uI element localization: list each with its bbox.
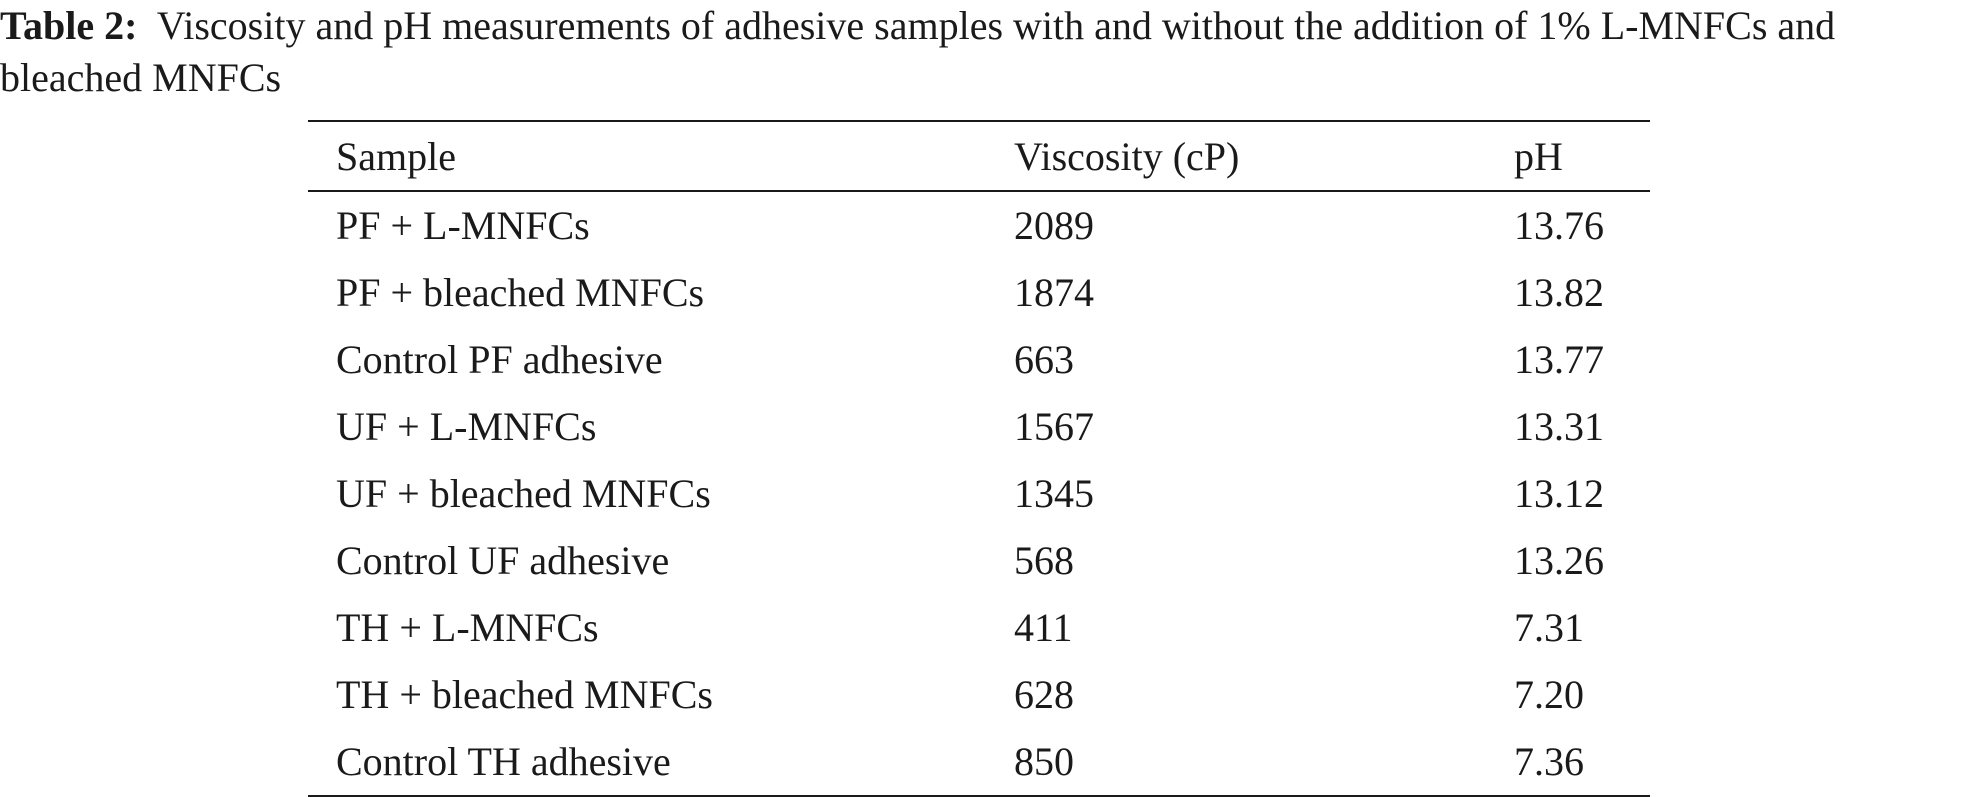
cell-sample: TH + bleached MNFCs xyxy=(336,672,713,717)
cell-sample: PF + bleached MNFCs xyxy=(336,270,705,315)
data-table: Sample Viscosity (cP) pH PF + L-MNFCs 20… xyxy=(308,120,1650,797)
table-row: TH + L-MNFCs 411 7.31 xyxy=(308,594,1650,661)
cell-viscosity: 568 xyxy=(1014,538,1074,583)
cell-ph: 13.12 xyxy=(1514,471,1604,516)
header-row: Sample Viscosity (cP) pH xyxy=(308,121,1650,191)
table-header: Sample Viscosity (cP) pH xyxy=(308,121,1650,191)
cell-viscosity: 628 xyxy=(1014,672,1074,717)
cell-viscosity: 1345 xyxy=(1014,471,1094,516)
cell-sample: Control PF adhesive xyxy=(336,337,663,382)
cell-viscosity: 1567 xyxy=(1014,404,1094,449)
cell-sample: Control TH adhesive xyxy=(336,739,671,784)
table-row: UF + bleached MNFCs 1345 13.12 xyxy=(308,460,1650,527)
table-row: UF + L-MNFCs 1567 13.31 xyxy=(308,393,1650,460)
cell-viscosity: 850 xyxy=(1014,739,1074,784)
cell-sample: PF + L-MNFCs xyxy=(336,203,590,248)
cell-sample: TH + L-MNFCs xyxy=(336,605,599,650)
cell-sample: Control UF adhesive xyxy=(336,538,670,583)
cell-viscosity: 411 xyxy=(1014,605,1073,650)
table-row: Control UF adhesive 568 13.26 xyxy=(308,527,1650,594)
cell-viscosity: 663 xyxy=(1014,337,1074,382)
cell-ph: 13.26 xyxy=(1514,538,1604,583)
table-row: Control TH adhesive 850 7.36 xyxy=(308,728,1650,796)
cell-ph: 13.77 xyxy=(1514,337,1604,382)
cell-ph: 13.82 xyxy=(1514,270,1604,315)
header-sample: Sample xyxy=(336,133,456,179)
caption-label: Table 2: xyxy=(0,3,138,48)
cell-ph: 7.36 xyxy=(1514,739,1584,784)
cell-ph: 7.31 xyxy=(1514,605,1584,650)
header-viscosity: Viscosity (cP) xyxy=(1014,133,1240,179)
table-row: PF + bleached MNFCs 1874 13.82 xyxy=(308,259,1650,326)
header-ph: pH xyxy=(1514,133,1563,179)
cell-viscosity: 2089 xyxy=(1014,203,1094,248)
data-table-container: Sample Viscosity (cP) pH PF + L-MNFCs 20… xyxy=(308,120,1650,797)
table-body: PF + L-MNFCs 2089 13.76 PF + bleached MN… xyxy=(308,191,1650,796)
table-caption: Table 2: Viscosity and pH measurements o… xyxy=(0,0,1975,104)
table-row: PF + L-MNFCs 2089 13.76 xyxy=(308,191,1650,259)
cell-sample: UF + L-MNFCs xyxy=(336,404,597,449)
table-row: TH + bleached MNFCs 628 7.20 xyxy=(308,661,1650,728)
cell-ph: 13.76 xyxy=(1514,203,1604,248)
cell-ph: 13.31 xyxy=(1514,404,1604,449)
table-row: Control PF adhesive 663 13.77 xyxy=(308,326,1650,393)
cell-sample: UF + bleached MNFCs xyxy=(336,471,711,516)
cell-viscosity: 1874 xyxy=(1014,270,1094,315)
cell-ph: 7.20 xyxy=(1514,672,1584,717)
caption-text: Viscosity and pH measurements of adhesiv… xyxy=(0,3,1836,100)
